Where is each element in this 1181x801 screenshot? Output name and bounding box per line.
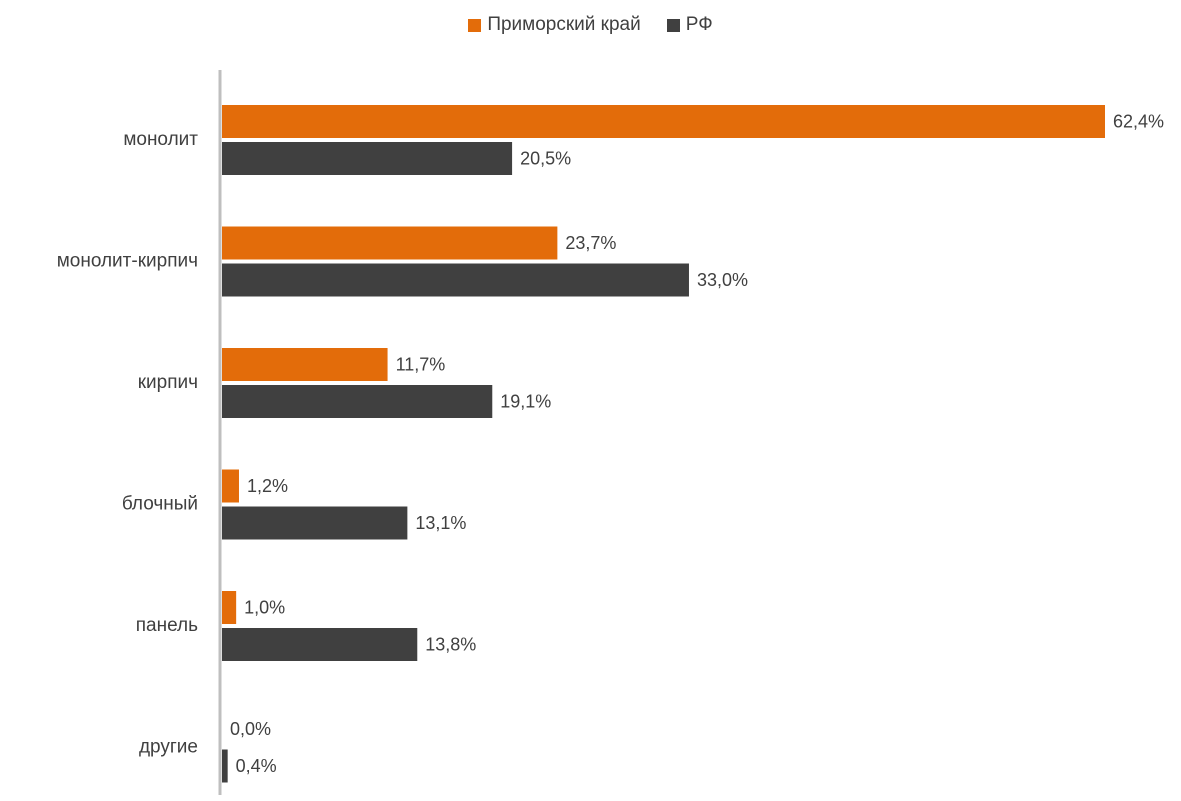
- legend-swatch-rf: [666, 18, 680, 32]
- legend-label-rf: РФ: [685, 14, 713, 35]
- data-label-primorsky: 23,7%: [565, 233, 616, 253]
- data-label-primorsky: 62,4%: [1113, 111, 1164, 131]
- legend-label-primorsky: Приморский край: [487, 14, 641, 35]
- bar-rf: [222, 142, 513, 175]
- data-label-primorsky: 0,0%: [230, 719, 271, 739]
- bar-rf: [222, 263, 689, 297]
- data-label-rf: 0,4%: [236, 756, 277, 776]
- bar-rf: [222, 749, 228, 783]
- category-label: другие: [139, 737, 198, 758]
- bar-primorsky: [222, 348, 388, 381]
- data-label-rf: 13,1%: [415, 513, 466, 533]
- legend-swatch-primorsky: [468, 18, 482, 32]
- data-label-rf: 13,8%: [425, 634, 476, 654]
- bar-rf: [222, 385, 493, 418]
- bar-primorsky: [222, 591, 237, 624]
- legend-item-primorsky: Приморский край: [468, 14, 641, 36]
- chart-legend: Приморский край РФ: [0, 14, 1181, 36]
- bar-rf: [222, 628, 418, 661]
- bar-primorsky: [222, 105, 1105, 138]
- category-label: монолит-кирпич: [57, 251, 198, 272]
- category-label: монолит: [123, 129, 198, 150]
- data-label-rf: 33,0%: [697, 270, 748, 290]
- data-label-rf: 19,1%: [500, 391, 551, 411]
- bar-rf: [222, 506, 408, 540]
- category-label: блочный: [122, 494, 198, 515]
- data-label-primorsky: 1,0%: [244, 597, 285, 617]
- legend-item-rf: РФ: [666, 14, 713, 36]
- category-label: кирпич: [138, 372, 198, 393]
- bar-primorsky: [222, 226, 558, 260]
- data-label-primorsky: 11,7%: [396, 354, 446, 374]
- category-label: панель: [136, 615, 198, 636]
- data-label-rf: 20,5%: [520, 148, 571, 168]
- bar-primorsky: [222, 469, 239, 503]
- data-label-primorsky: 1,2%: [247, 476, 288, 496]
